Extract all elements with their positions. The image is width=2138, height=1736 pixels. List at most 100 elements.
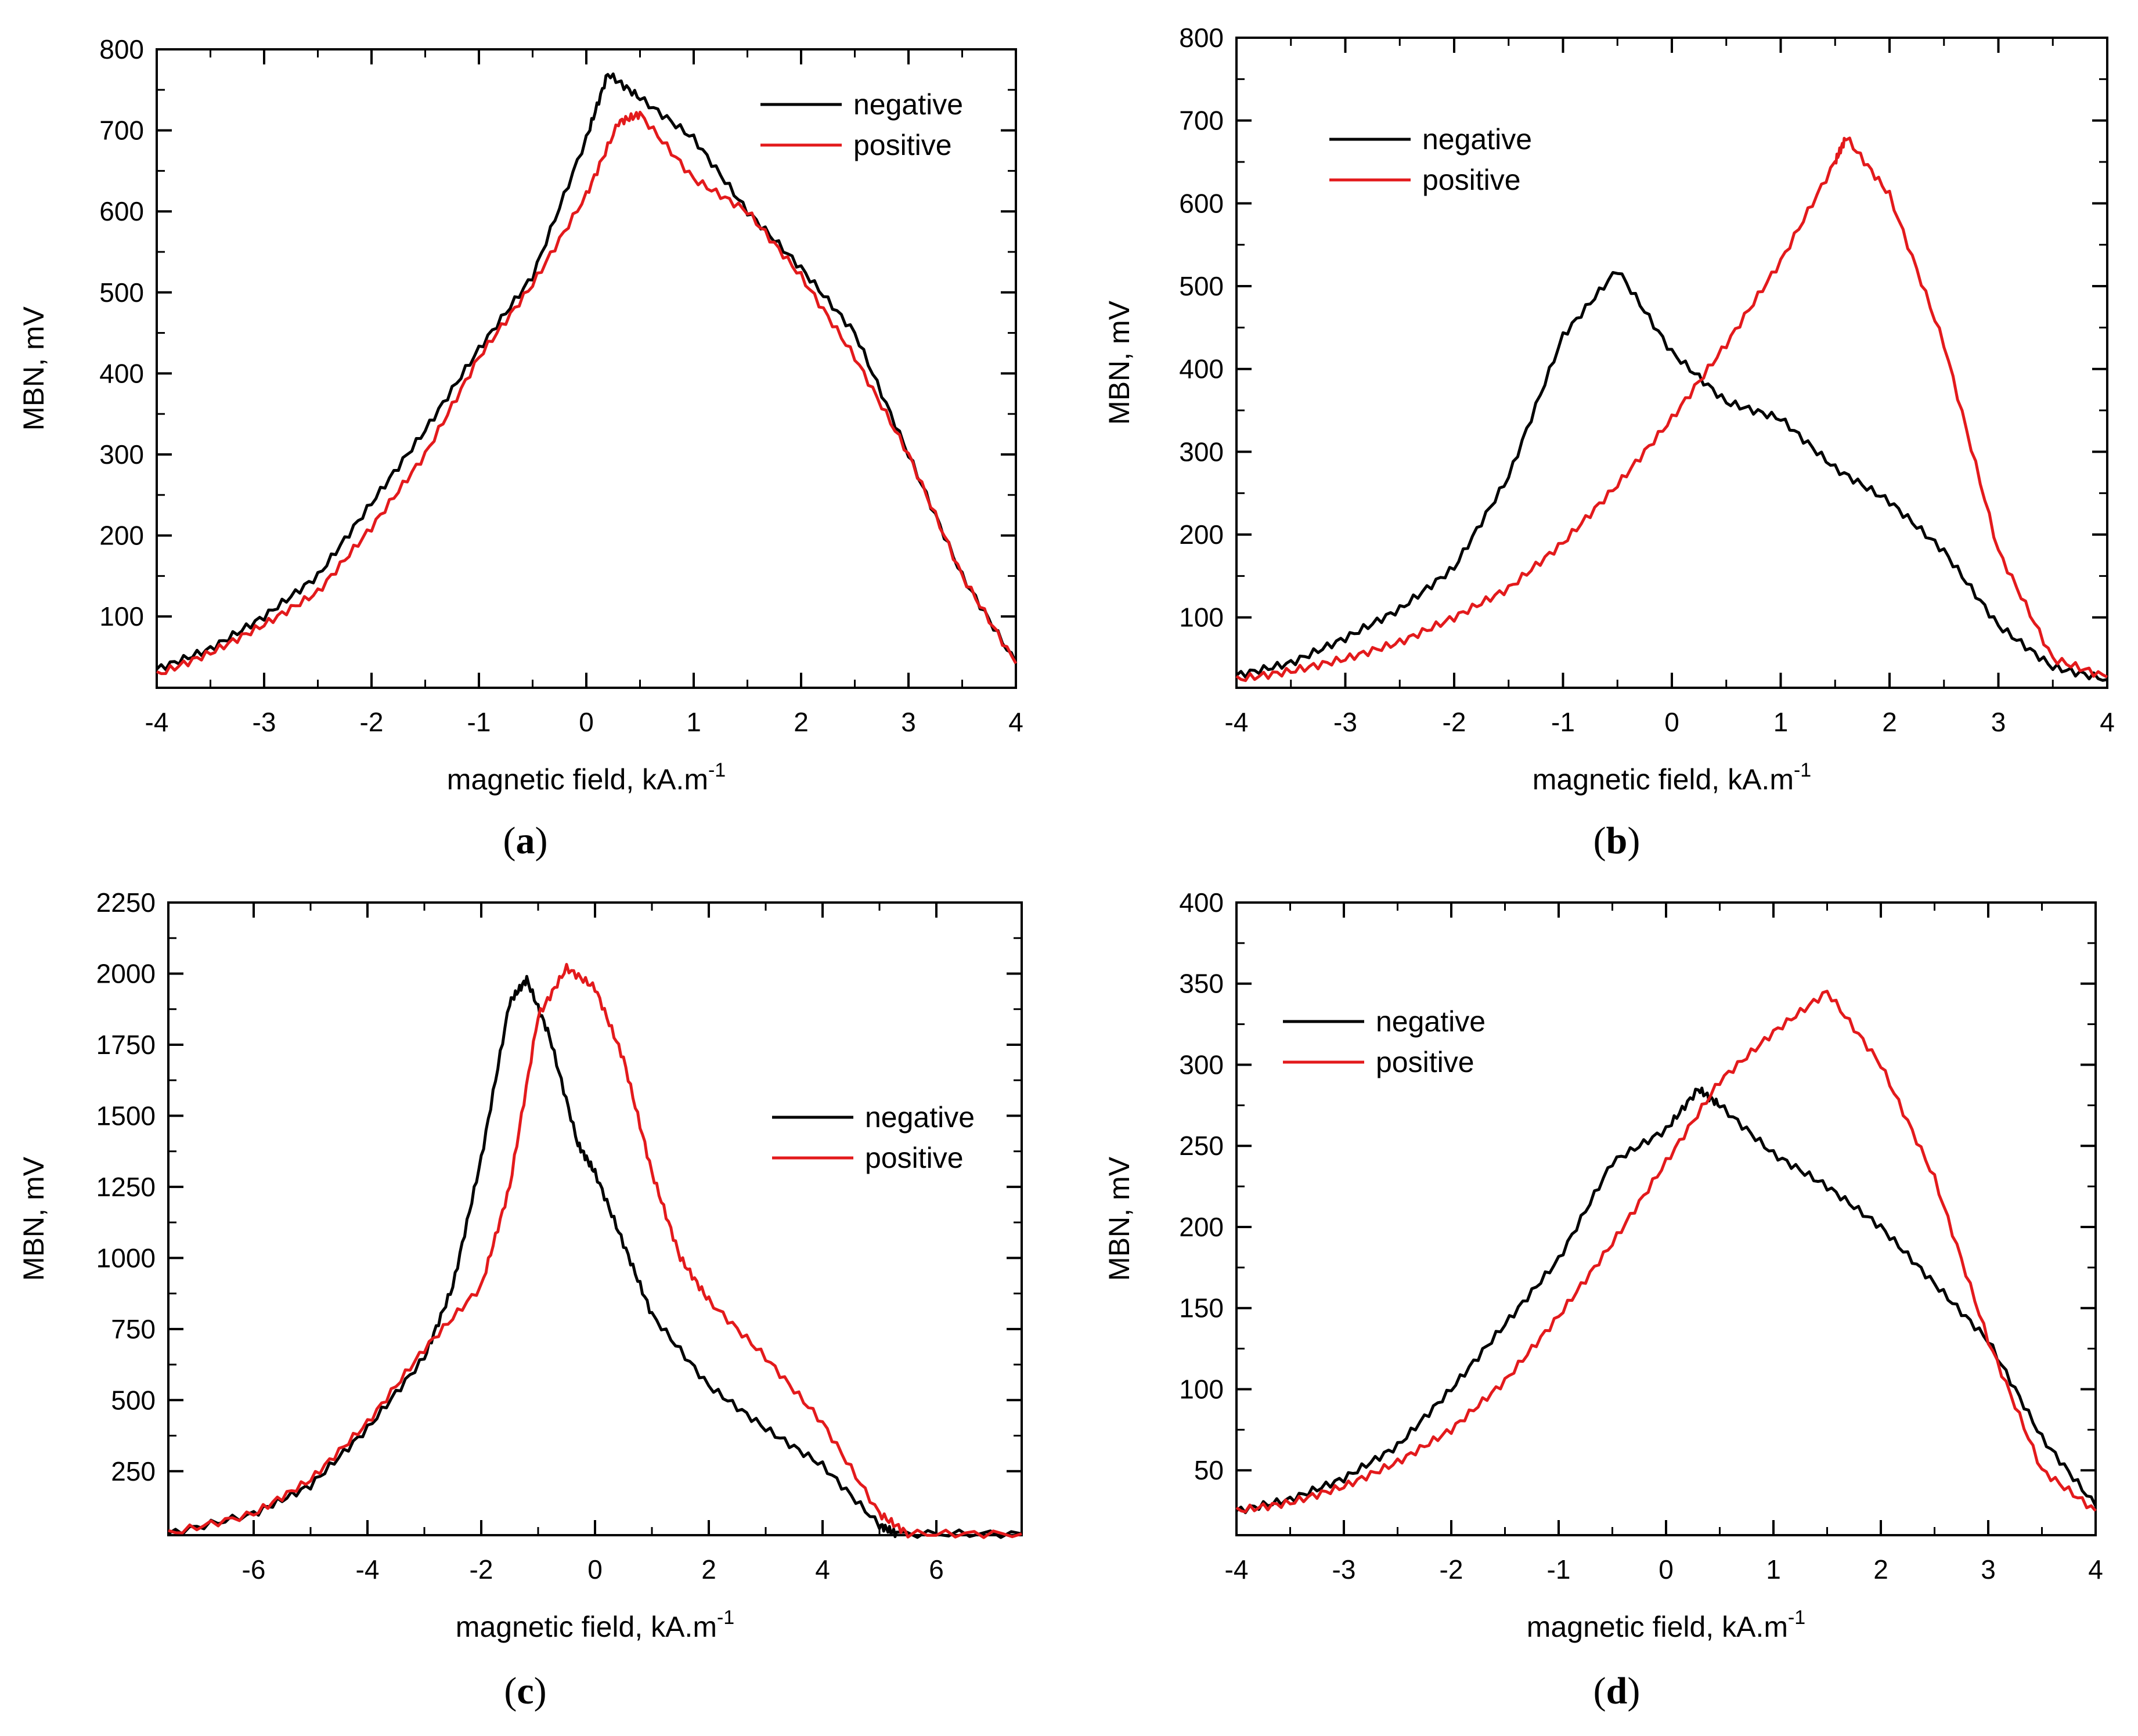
series-line-positive (168, 963, 1022, 1539)
plot-frame (1235, 37, 2108, 689)
panel-d: -4 -3 -2 -1 0 1 2 3 4 50 100 150 200 250 300 350 400 magn… (1103, 887, 2103, 1712)
y-tick-label: 250 (111, 1456, 156, 1486)
y-axis-label: MBN, mV (17, 1156, 50, 1281)
y-tick-label: 500 (1179, 271, 1224, 301)
y-tick-label: 800 (1179, 23, 1224, 53)
x-axis-label-main: magnetic field, kA.m (456, 1611, 717, 1643)
legend-label-positive: positive (865, 1142, 964, 1174)
legend-label-negative: negative (853, 88, 963, 121)
series-line-negative (1235, 1087, 2097, 1514)
x-tick-label: 4 (815, 1554, 830, 1585)
x-axis-label: magnetic field, kA.m-1 (1533, 759, 1811, 796)
y-tick-label: 350 (1179, 969, 1224, 999)
y-tick-label: 2250 (96, 887, 156, 918)
y-tick-label: 1000 (96, 1243, 156, 1273)
panel-label-open: ( (1593, 820, 1606, 862)
x-axis-label-main: magnetic field, kA.m (1527, 1611, 1788, 1643)
y-tick-label: 250 (1179, 1131, 1224, 1161)
y-tick-label: 100 (1179, 602, 1224, 633)
panel-label: (c) (504, 1670, 546, 1712)
x-tick-label: -1 (1547, 1554, 1571, 1585)
panel-c: -6 -4 -2 0 2 4 6 250 500 750 1000 1250 1500 1750 2000 2… (17, 887, 1023, 1712)
x-tick-label: 1 (1773, 707, 1789, 737)
legend-label-negative: negative (1376, 1005, 1486, 1038)
y-axis-label: MBN, mV (17, 306, 50, 431)
legend-label-positive: positive (853, 129, 952, 161)
y-tick-label: 600 (1179, 188, 1224, 218)
x-tick-label: 3 (1991, 707, 2006, 737)
x-axis-label-main: magnetic field, kA.m (1533, 763, 1794, 796)
x-tick-label: -2 (1443, 707, 1466, 737)
x-tick-label: 4 (2088, 1554, 2103, 1585)
y-tick-label: 50 (1194, 1455, 1224, 1485)
y-tick-label: 200 (1179, 519, 1224, 550)
x-axis-label-superscript: -1 (1794, 759, 1811, 781)
series-line-positive (1235, 990, 2097, 1514)
panel-label-close: ) (534, 1670, 547, 1712)
panel-label-letter: c (517, 1670, 533, 1712)
x-axis-label-superscript: -1 (708, 759, 726, 781)
x-tick-label: -2 (360, 707, 384, 737)
series-line-negative (1235, 271, 2108, 682)
y-tick-label: 100 (1179, 1374, 1224, 1404)
y-tick-label: 100 (99, 601, 144, 631)
x-tick-label: -6 (242, 1554, 266, 1585)
x-tick-label: 2 (1873, 1554, 1888, 1585)
y-tick-label: 750 (111, 1314, 156, 1344)
plot-frame (1235, 901, 2097, 1536)
panel-label-letter: b (1606, 820, 1628, 862)
legend-label-positive: positive (1376, 1046, 1474, 1078)
x-tick-label: 2 (794, 707, 809, 737)
y-tick-label: 200 (99, 521, 144, 551)
x-axis-label: magnetic field, kA.m-1 (447, 759, 726, 796)
x-tick-label: -3 (1332, 1554, 1356, 1585)
x-axis-label-superscript: -1 (717, 1607, 734, 1629)
panel-label-letter: a (516, 820, 535, 862)
x-tick-label: 1 (686, 707, 701, 737)
panel-label-close: ) (535, 820, 548, 862)
x-tick-label: 2 (701, 1554, 716, 1585)
panel-label-close: ) (1627, 820, 1640, 862)
x-tick-label: -3 (1333, 707, 1357, 737)
x-tick-label: 0 (1664, 707, 1679, 737)
x-tick-label: 0 (579, 707, 594, 737)
panel-label-open: ( (1593, 1670, 1606, 1712)
x-axis-label-main: magnetic field, kA.m (447, 763, 708, 796)
x-tick-label: -3 (253, 707, 276, 737)
x-tick-label: -4 (356, 1554, 380, 1585)
legend-label-negative: negative (1422, 123, 1532, 156)
y-tick-label: 500 (111, 1385, 156, 1415)
panel-label: (a) (503, 820, 548, 862)
series-line-positive (156, 110, 1018, 676)
legend-label-negative: negative (865, 1101, 975, 1134)
y-tick-label: 150 (1179, 1293, 1224, 1323)
x-tick-label: -1 (467, 707, 491, 737)
x-tick-label: 0 (1659, 1554, 1674, 1585)
x-tick-label: 4 (2100, 707, 2115, 737)
y-tick-label: 1500 (96, 1100, 156, 1131)
x-axis-label-superscript: -1 (1788, 1607, 1805, 1629)
panel-label-close: ) (1627, 1670, 1640, 1712)
panel-a: -4 -3 -2 -1 0 1 2 3 4 100 200 300 400 500 600 700 800 mag… (17, 34, 1023, 862)
y-axis-label: MBN, mV (1103, 1156, 1135, 1281)
x-tick-label: 3 (901, 707, 916, 737)
x-axis-label: magnetic field, kA.m-1 (456, 1607, 734, 1643)
y-tick-label: 300 (1179, 436, 1224, 467)
x-tick-label: 3 (1981, 1554, 1996, 1585)
x-tick-label: 2 (1882, 707, 1897, 737)
y-tick-label: 2000 (96, 958, 156, 988)
panel-label-open: ( (504, 1670, 517, 1712)
y-tick-label: 700 (1179, 106, 1224, 136)
y-tick-label: 1750 (96, 1030, 156, 1060)
y-tick-label: 400 (99, 358, 144, 388)
y-tick-label: 600 (99, 196, 144, 226)
y-tick-label: 800 (99, 34, 144, 64)
panel-label-open: ( (503, 820, 516, 862)
x-tick-label: -2 (470, 1554, 493, 1585)
series-line-positive (1235, 136, 2108, 683)
y-axis-label: MBN, mV (1103, 300, 1135, 425)
x-tick-label: -1 (1551, 707, 1575, 737)
x-tick-label: 4 (1008, 707, 1023, 737)
x-tick-label: 6 (929, 1554, 944, 1585)
